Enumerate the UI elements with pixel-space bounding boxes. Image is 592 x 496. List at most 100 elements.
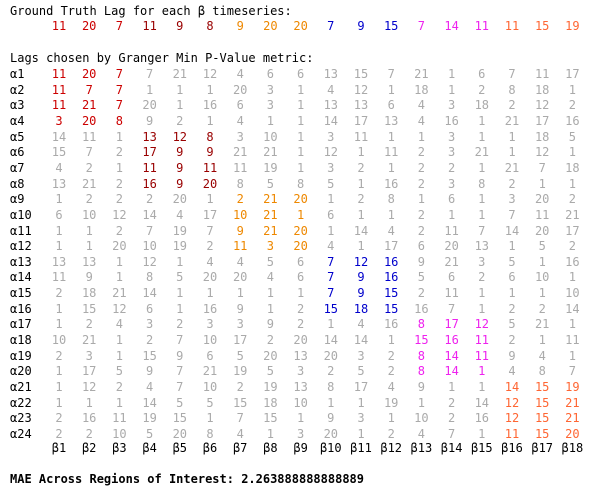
matrix-cell: 2: [85, 192, 93, 207]
matrix-cell: 12: [172, 129, 188, 144]
matrix-cell: 21: [565, 395, 580, 410]
matrix-cell: 8: [296, 176, 305, 191]
matrix-cell: 18: [474, 98, 490, 113]
matrix-cell: 1: [447, 67, 456, 81]
matrix-cell: 6: [447, 192, 456, 207]
matrix-cell: 19: [172, 223, 188, 238]
matrix-cell: 7: [478, 223, 486, 238]
matrix-cell: 1: [568, 176, 576, 191]
matrix-cell: 13: [51, 254, 67, 269]
matrix-cell: 13: [293, 380, 308, 394]
matrix-cell: 1: [478, 301, 486, 316]
matrix-cell: 3: [145, 317, 154, 332]
matrix-cell: 1: [447, 82, 456, 97]
matrix-cell: 9: [206, 145, 214, 160]
matrix-cell: 4: [236, 113, 244, 128]
matrix-cell: 1: [55, 223, 63, 238]
matrix-cell: 12: [323, 145, 339, 160]
matrix-cell: 18: [353, 301, 369, 316]
matrix-cell: 1: [55, 317, 63, 332]
matrix-cell: 2: [568, 98, 576, 113]
matrix-cell: 4: [266, 270, 274, 285]
matrix-cell: 6: [327, 207, 335, 222]
matrix-cell: 2: [85, 426, 93, 441]
matrix-cell: 10: [232, 207, 248, 222]
row-label: α5: [10, 129, 25, 144]
matrix-cell: 1: [357, 145, 365, 160]
matrix-cell: 1: [115, 333, 123, 348]
matrix-cell: 21: [172, 67, 188, 81]
column-label: β14: [440, 441, 463, 455]
matrix-cell: 2: [357, 192, 365, 207]
ground-truth-value: 11: [142, 19, 157, 33]
matrix-cell: 21: [534, 317, 550, 332]
matrix-cell: 1: [176, 286, 184, 301]
matrix-cell: 1: [357, 176, 365, 191]
matrix-cell: 4: [357, 317, 365, 332]
matrix-cell: 3: [236, 317, 244, 332]
row-label: α9: [10, 192, 25, 207]
matrix-cell: 17: [232, 333, 248, 348]
matrix-cell: 2: [417, 207, 425, 222]
matrix-cell: 11: [353, 129, 369, 144]
matrix-cell: 21: [263, 145, 278, 160]
matrix-cell: 4: [206, 254, 214, 269]
matrix-cell: 4: [387, 380, 395, 394]
ground-truth-value: 9: [357, 19, 365, 33]
matrix-cell: 2: [417, 145, 425, 160]
matrix-cell: 20: [142, 98, 157, 113]
matrix-cell: 1: [206, 113, 214, 128]
matrix-cell: 10: [565, 286, 580, 301]
matrix-cell: 11: [383, 145, 399, 160]
matrix-cell: 8: [327, 380, 335, 394]
matrix-cell: 20: [232, 82, 248, 97]
matrix-cell: 1: [55, 239, 63, 254]
matrix-cell: 14: [142, 207, 157, 222]
matrix-cell: 1: [206, 411, 214, 426]
matrix-cell: 15: [414, 333, 429, 348]
column-label: β15: [470, 441, 493, 455]
matrix-cell: 2: [568, 192, 576, 207]
matrix-cell: 17: [142, 145, 157, 160]
matrix-cell: 1: [568, 145, 576, 160]
matrix-cell: 1: [568, 348, 576, 363]
matrix-cell: 9: [176, 176, 184, 191]
matrix-cell: 11: [51, 82, 67, 97]
row-label: α8: [10, 176, 25, 191]
matrix-cell: 16: [142, 176, 157, 191]
matrix-cell: 11: [202, 160, 218, 175]
matrix-cell: 7: [327, 254, 335, 269]
row-label: α17: [10, 317, 32, 332]
matrix-cell: 12: [353, 254, 369, 269]
matrix-cell: 15: [383, 286, 399, 301]
matrix-cell: 8: [478, 176, 486, 191]
matrix-cell: 4: [417, 426, 425, 441]
matrix-cell: 8: [508, 82, 516, 97]
row-label: α24: [10, 426, 32, 441]
matrix-cell: 14: [474, 395, 490, 410]
matrix-cell: 6: [236, 98, 244, 113]
row-label: α10: [10, 207, 32, 222]
matrix-cell: 7: [508, 207, 516, 222]
matrix-cell: 2: [145, 333, 154, 348]
matrix-cell: 4: [236, 426, 244, 441]
matrix-cell: 1: [206, 82, 214, 97]
matrix-cell: 5: [538, 239, 546, 254]
matrix-cell: 11: [504, 426, 520, 441]
matrix-cell: 1: [538, 176, 546, 191]
matrix-cell: 11: [474, 348, 490, 363]
matrix-cell: 20: [172, 426, 188, 441]
column-label: β5: [172, 441, 188, 455]
chart-subtitle: Lags chosen by Granger Min P-Value metri…: [10, 51, 314, 65]
matrix-cell: 2: [447, 160, 456, 175]
matrix-cell: 7: [236, 411, 244, 426]
matrix-cell: 1: [85, 395, 93, 410]
matrix-cell: 1: [296, 286, 305, 301]
matrix-cell: 8: [115, 113, 123, 128]
matrix-cell: 21: [81, 333, 97, 348]
row-label: α23: [10, 411, 32, 426]
matrix-cell: 16: [202, 98, 218, 113]
matrix-cell: 4: [115, 317, 123, 332]
matrix-cell: 2: [115, 380, 123, 394]
matrix-cell: 2: [568, 239, 576, 254]
